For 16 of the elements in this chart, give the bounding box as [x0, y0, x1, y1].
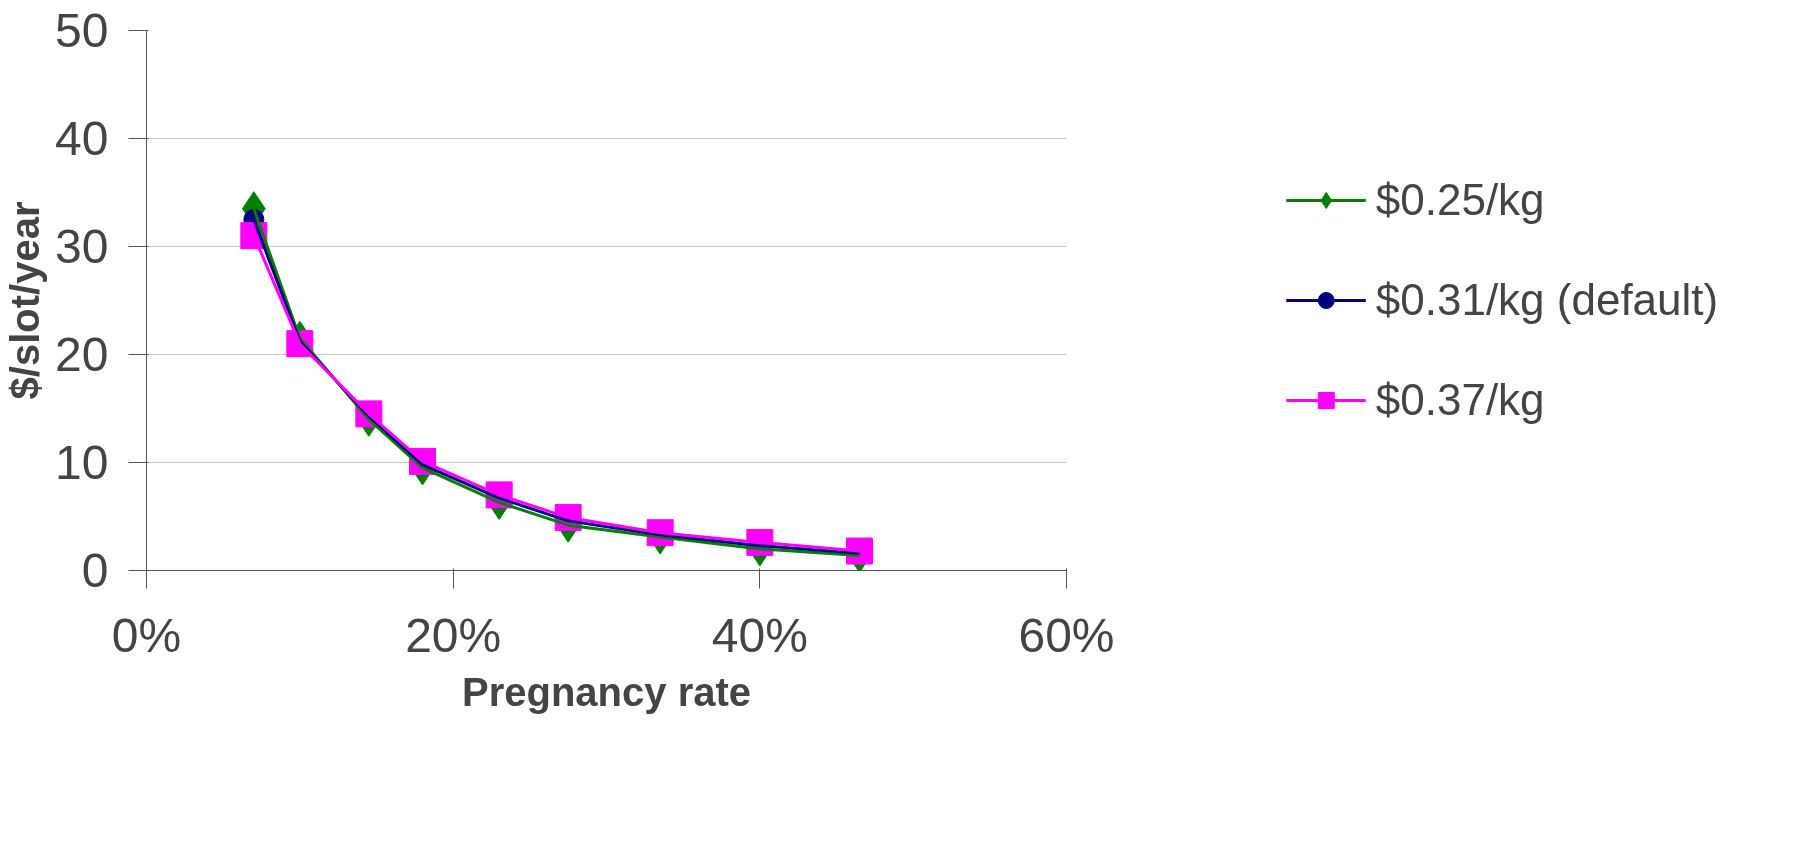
x-tick-label: 60%: [1018, 608, 1115, 662]
x-tick-label: 20%: [405, 608, 502, 662]
legend-label: $0.31/kg (default): [1375, 275, 1719, 325]
legend-label: $0.25/kg: [1375, 175, 1545, 225]
legend-label: $0.37/kg: [1375, 375, 1545, 425]
x-tick-label: 0%: [111, 608, 182, 662]
point: [846, 537, 873, 565]
y-tick-label: 50: [55, 4, 109, 57]
y-tick-label: 10: [55, 436, 109, 489]
y-axis-title: $/slot/year: [3, 201, 48, 400]
y-tick-label: 30: [55, 220, 109, 273]
y-tick-label: 40: [55, 112, 109, 165]
x-axis-title: Pregnancy rate: [461, 669, 752, 714]
y-tick-label: 0: [81, 544, 109, 597]
x-tick-label: 40%: [711, 608, 808, 662]
y-tick-label: 20: [55, 328, 109, 381]
